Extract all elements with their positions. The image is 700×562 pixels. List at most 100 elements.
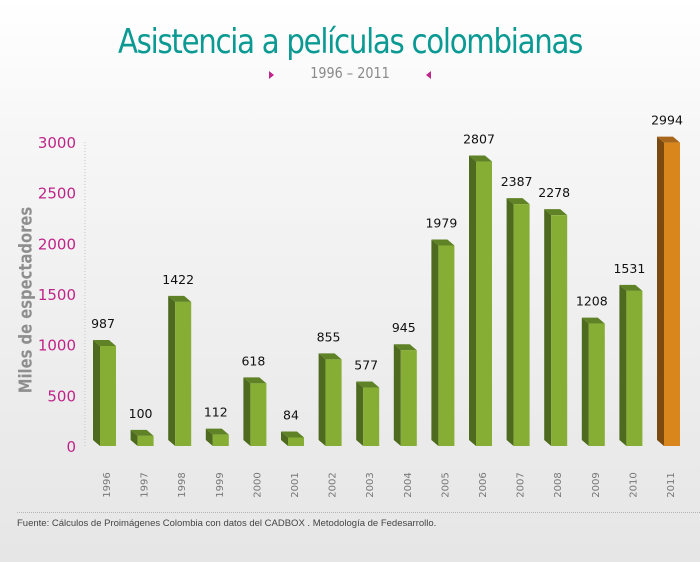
bar-top: [281, 431, 304, 438]
bar-front: [551, 215, 568, 446]
y-tick-label: 3000: [38, 134, 76, 152]
data-label: 112: [204, 405, 228, 420]
bar-side: [356, 381, 364, 446]
x-tick-label: 2006: [478, 472, 489, 497]
bar-side: [281, 431, 288, 446]
bar-front: [137, 435, 154, 446]
bar-2006: 2807: [463, 132, 495, 447]
bar-side: [506, 198, 514, 446]
data-label: 618: [241, 353, 265, 368]
chart-title: Asistencia a películas colombianas: [117, 22, 583, 62]
bar-side: [619, 284, 627, 446]
bar-2010: 1531: [613, 261, 645, 446]
data-label: 2994: [651, 113, 683, 128]
bar-2007: 2387: [501, 174, 533, 446]
y-tick-label: 500: [47, 387, 76, 405]
bar-front: [626, 290, 643, 446]
bar-side: [544, 209, 552, 446]
bars: 987 100 1422 112 618 84 855 577 945 1979 2807 2387 2…: [91, 113, 683, 447]
bar-2009: 1208: [576, 294, 608, 446]
bar-front: [438, 245, 455, 446]
x-tick-label: 2005: [440, 472, 451, 497]
y-tick-label: 2000: [38, 235, 76, 253]
bar-top: [469, 155, 492, 162]
bar-top: [243, 377, 267, 384]
x-tick-label: 2004: [403, 472, 414, 497]
bar-front: [513, 204, 530, 446]
bar-top: [431, 239, 455, 246]
data-label: 1531: [613, 261, 645, 276]
x-tick-label: 1998: [177, 472, 188, 497]
subtitle-row: 1996 – 2011: [0, 64, 700, 86]
y-tick-label: 2500: [38, 185, 76, 203]
x-tick-label: 1999: [215, 472, 226, 497]
bar-top: [168, 295, 192, 302]
triangle-right-icon: [269, 71, 274, 79]
bar-top: [619, 284, 643, 291]
bar-2008: 2278: [538, 185, 570, 446]
bar-top: [205, 428, 229, 435]
data-label: 1422: [162, 272, 194, 287]
y-tick-label: 1500: [38, 286, 76, 304]
bar-front: [664, 142, 680, 446]
bar-side: [581, 317, 589, 446]
chart-subtitle: 1996 – 2011: [310, 64, 390, 82]
bar-top: [93, 339, 116, 346]
x-ticks: 1996 1997 1998 1999 2000 2001 2002 2003 2004 2005…: [102, 472, 677, 497]
bar-top: [506, 198, 530, 205]
bar-2004: 945: [392, 320, 417, 446]
x-tick-label: 2011: [666, 472, 677, 497]
bar-side: [318, 353, 326, 446]
bar-side: [431, 239, 439, 446]
bar-1998: 1422: [162, 272, 194, 446]
bar-side: [130, 429, 138, 446]
bar-front: [100, 345, 116, 446]
footer-divider: [17, 512, 700, 513]
bar-1997: 100: [129, 406, 154, 446]
data-label: 945: [392, 320, 416, 335]
bar-side: [168, 295, 176, 446]
bar-1999: 112: [204, 405, 229, 446]
bar-2005: 1979: [425, 215, 457, 446]
bar-1996: 987: [91, 316, 116, 446]
data-label: 987: [91, 316, 115, 331]
bar-top: [130, 429, 154, 436]
x-tick-label: 2008: [553, 472, 564, 497]
x-tick-label: 2007: [516, 472, 527, 497]
bar-2001: 84: [281, 407, 304, 446]
x-tick-label: 1996: [102, 472, 113, 497]
bar-front: [175, 301, 192, 446]
data-label: 577: [354, 358, 378, 373]
bar-front: [363, 387, 380, 446]
bar-side: [243, 377, 251, 446]
bar-side: [205, 428, 213, 446]
bar-2011: 2994: [651, 113, 683, 446]
bar-front: [476, 161, 492, 447]
triangle-left-icon: [426, 71, 431, 79]
bar-front: [325, 359, 342, 446]
y-ticks: 0 500 1000 1500 2000 2500 3000: [38, 134, 76, 456]
data-label: 84: [283, 407, 299, 422]
x-tick-label: 2009: [591, 472, 602, 497]
bar-front: [212, 434, 229, 446]
bar-top: [393, 344, 417, 351]
bar-side: [657, 136, 664, 446]
data-label: 100: [129, 406, 153, 421]
x-tick-label: 1997: [140, 472, 151, 497]
bar-front: [400, 350, 417, 446]
bar-2002: 855: [317, 329, 342, 446]
bar-side: [393, 344, 401, 446]
bar-side: [93, 339, 100, 446]
bar-top: [318, 353, 342, 360]
bar-top: [581, 317, 605, 324]
x-tick-label: 2000: [252, 472, 263, 497]
bar-2000: 618: [241, 353, 267, 446]
data-label: 1208: [576, 294, 608, 309]
x-tick-label: 2010: [628, 472, 639, 497]
bar-top: [356, 381, 380, 388]
x-tick-label: 2001: [290, 472, 301, 497]
data-label: 1979: [425, 215, 457, 230]
y-tick-label: 0: [66, 438, 76, 456]
data-label: 855: [317, 329, 341, 344]
y-tick-label: 1000: [38, 337, 76, 355]
